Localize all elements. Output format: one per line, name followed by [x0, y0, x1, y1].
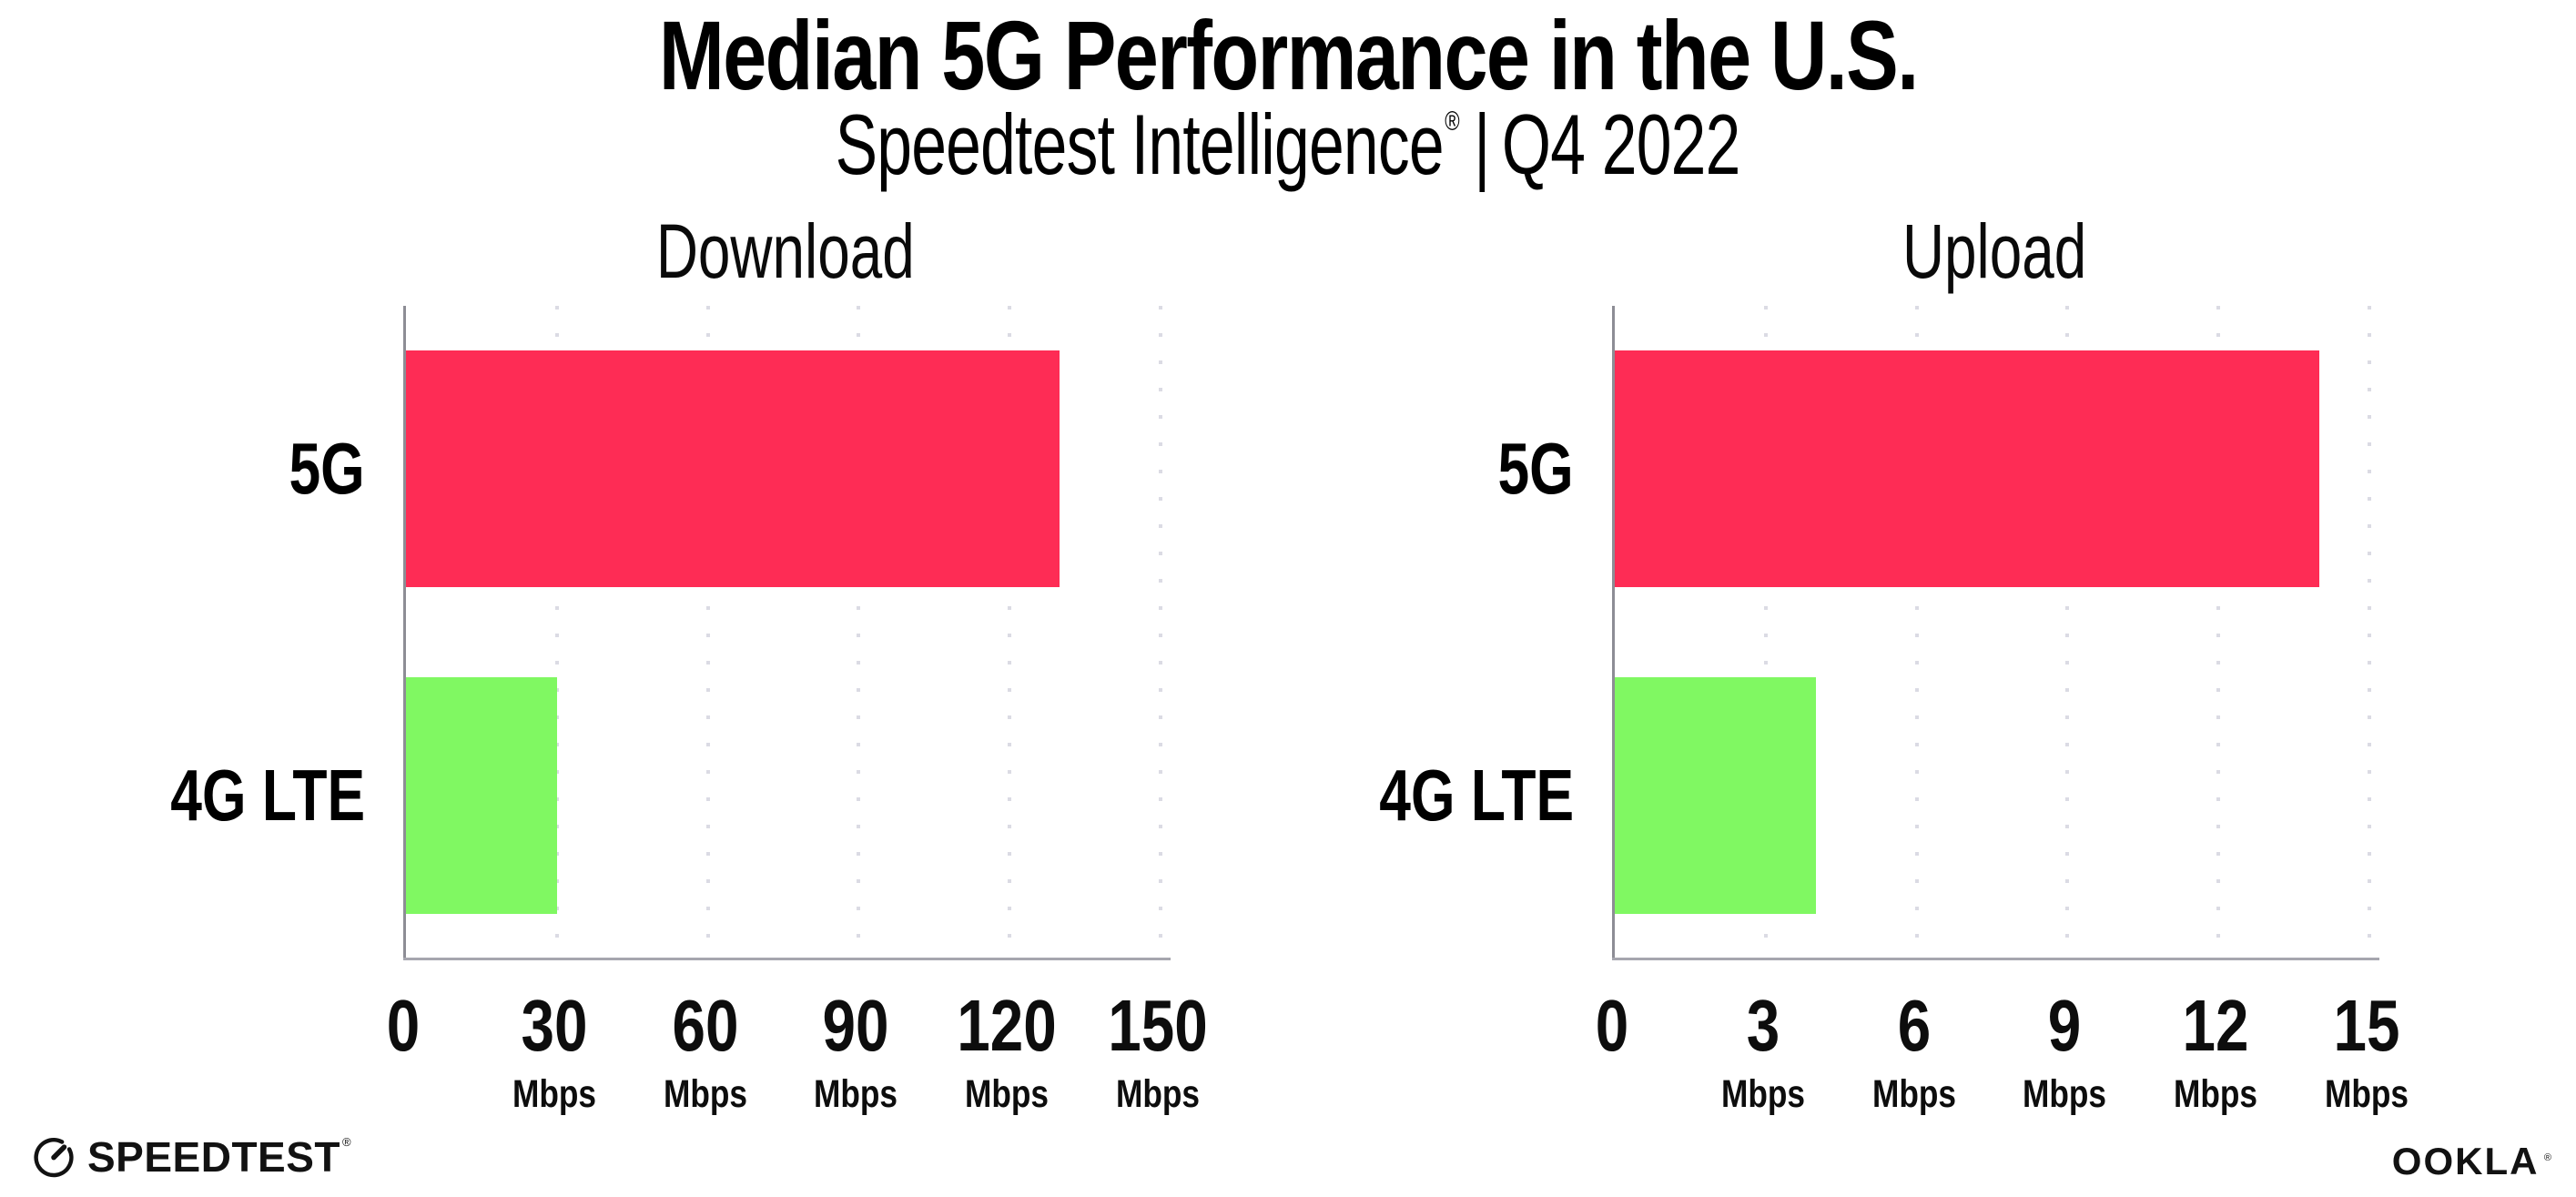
download-plot-area — [403, 306, 1171, 960]
x-tick-15: 15 Mbps — [2267, 985, 2467, 1116]
x-tick-0: 0 — [1512, 988, 1712, 1064]
bar-5g-upload — [1615, 350, 2319, 588]
category-label-4g-lte: 4G LTE — [1202, 741, 1574, 850]
page-title-text: Median 5G Performance in the U.S. — [658, 0, 1919, 110]
x-tick-unit: Mbps — [814, 1072, 898, 1116]
upload-category-labels: 5G 4G LTE — [1202, 306, 1574, 959]
bar-4g-lte-download — [406, 676, 557, 914]
bar-5g-download — [406, 350, 1060, 588]
x-tick-number: 0 — [1595, 985, 1629, 1066]
upload-chart-title: Upload — [1902, 208, 2087, 294]
speedtest-logo-text: SPEEDTEST — [87, 1133, 341, 1181]
x-tick-number: 12 — [2182, 985, 2249, 1066]
x-tick-unit: Mbps — [663, 1072, 747, 1116]
category-label-text: 5G — [1497, 428, 1574, 510]
x-tick-number: 90 — [822, 985, 889, 1066]
upload-x-axis-line — [1612, 958, 2379, 960]
x-tick-6: 6 Mbps — [1814, 985, 2014, 1116]
bar-4g-lte-upload — [1615, 676, 1817, 914]
upload-plot-area — [1612, 306, 2379, 960]
upload-gridlines — [1615, 306, 2377, 959]
x-tick-number: 0 — [386, 985, 421, 1066]
download-chart-title: Download — [656, 208, 915, 294]
x-tick-number: 9 — [2048, 985, 2082, 1066]
x-tick-unit: Mbps — [1871, 1072, 1956, 1116]
download-chart: Download 5G 4G LTE 0 30 Mbps 60 Mbps 90 Mbps 120… — [170, 0, 1207, 1197]
gridline-12-mbps — [2216, 306, 2221, 959]
x-tick-number: 30 — [521, 985, 588, 1066]
speedtest-gauge-icon — [34, 1138, 74, 1178]
gridline-60-mbps — [705, 306, 710, 959]
x-tick-unit: Mbps — [512, 1072, 596, 1116]
x-tick-unit: Mbps — [2023, 1072, 2107, 1116]
gridline-6-mbps — [1914, 306, 1919, 959]
subtitle-brand: Speedtest Intelligence — [836, 96, 1445, 192]
gridline-90-mbps — [857, 306, 861, 959]
gridline-3-mbps — [1763, 306, 1768, 959]
upload-chart: Upload 5G 4G LTE 0 3 Mbps 6 Mbps 9 Mbps 12 Mbps 15… — [1379, 0, 2409, 1197]
x-tick-12: 12 Mbps — [2115, 985, 2316, 1116]
x-tick-unit: Mbps — [1115, 1072, 1200, 1116]
x-tick-unit: Mbps — [965, 1072, 1050, 1116]
x-tick-number: 120 — [957, 985, 1057, 1066]
x-tick-0: 0 — [303, 988, 503, 1064]
x-tick-60: 60 Mbps — [605, 985, 806, 1116]
ookla-logo: OOKLA ® — [2392, 1140, 2551, 1183]
download-bars — [406, 306, 1168, 959]
gridline-30-mbps — [554, 306, 559, 959]
x-tick-number: 60 — [672, 985, 739, 1066]
download-gridlines — [406, 306, 1168, 959]
x-tick-150: 150 Mbps — [1058, 985, 1258, 1116]
x-tick-9: 9 Mbps — [1964, 985, 2165, 1116]
x-tick-120: 120 Mbps — [907, 985, 1107, 1116]
x-tick-number: 15 — [2333, 985, 2400, 1066]
x-tick-unit: Mbps — [1720, 1072, 1805, 1116]
x-tick-30: 30 Mbps — [454, 985, 654, 1116]
speedtest-registered-mark: ® — [342, 1134, 351, 1149]
x-tick-number: 150 — [1108, 985, 1208, 1066]
subtitle-period: Q4 2022 — [1502, 96, 1740, 192]
x-tick-3: 3 Mbps — [1663, 985, 1863, 1116]
x-tick-unit: Mbps — [2174, 1072, 2258, 1116]
page-title: Median 5G Performance in the U.S. — [0, 4, 2576, 107]
x-tick-number: 3 — [1746, 985, 1780, 1066]
gridline-9-mbps — [2065, 306, 2070, 959]
x-tick-unit: Mbps — [2324, 1072, 2409, 1116]
category-label-5g: 5G — [0, 414, 365, 523]
category-label-text: 4G LTE — [1379, 754, 1574, 836]
category-label-text: 5G — [289, 428, 365, 510]
x-tick-90: 90 Mbps — [756, 985, 956, 1116]
category-label-5g: 5G — [1202, 414, 1574, 523]
x-tick-number: 6 — [1897, 985, 1931, 1066]
subtitle-separator: | — [1474, 96, 1491, 192]
gridline-120-mbps — [1008, 306, 1012, 959]
category-label-text: 4G LTE — [170, 754, 365, 836]
upload-bars — [1615, 306, 2377, 959]
ookla-logo-text: OOKLA — [2391, 1140, 2540, 1182]
subtitle: Speedtest Intelligence® | Q4 2022 — [0, 102, 2576, 188]
category-label-4g-lte: 4G LTE — [0, 741, 365, 850]
download-category-labels: 5G 4G LTE — [0, 306, 365, 959]
download-x-axis-line — [403, 958, 1171, 960]
speedtest-logo: SPEEDTEST ® — [31, 1132, 351, 1182]
registered-mark: ® — [1445, 107, 1460, 137]
gridline-15-mbps — [2367, 306, 2371, 959]
gridline-150-mbps — [1158, 306, 1162, 959]
ookla-registered-mark: ® — [2543, 1152, 2551, 1163]
